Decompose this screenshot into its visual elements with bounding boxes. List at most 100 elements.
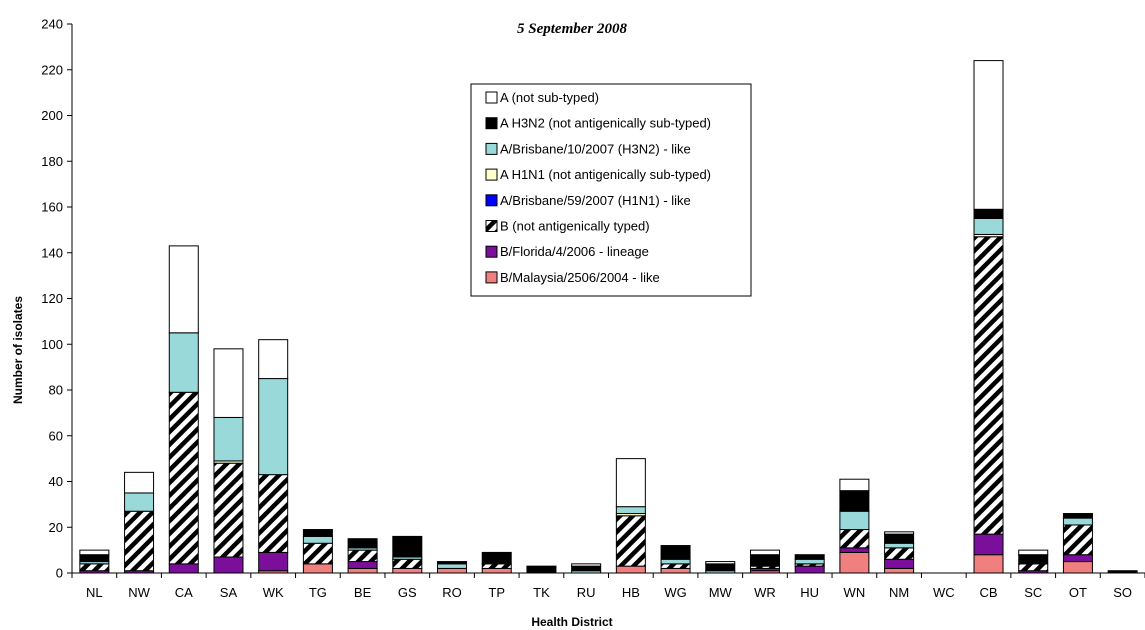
x-tick-label-gs: GS [398, 585, 417, 600]
bar-segment-hb-b-malaysia-2506-2004-like [615, 565, 646, 574]
bar-segment-wn-b-not-antigenically-typed [839, 529, 870, 549]
bar-segment-nm-a-brisbane-10-2007-h3n2-like [884, 542, 915, 549]
bar-segment-wr-a-h3n2-not-antigenically-sub-typed [749, 554, 780, 567]
x-axis-title: Health District [531, 615, 612, 629]
bar-segment-nl-a-h3n2-not-antigenically-sub-typed [79, 554, 110, 563]
legend-label: B/Malaysia/2506/2004 - like [500, 270, 660, 285]
legend-item-a-h1n1-not-antigenically-sub-typed: A H1N1 (not antigenically sub-typed) [485, 167, 711, 182]
bar-segment-nw-a-not-sub-typed [124, 471, 155, 494]
bar-stack-ro [437, 561, 468, 574]
bar-segment-tp-b-malaysia-2506-2004-like [481, 567, 512, 574]
legend-box [470, 83, 752, 297]
x-tick-label-tp: TP [488, 585, 505, 600]
bar-stack-mw [705, 561, 736, 574]
bar-segment-wg-b-malaysia-2506-2004-like [660, 567, 691, 574]
bar-stack-nl [79, 549, 110, 574]
bar-segment-wk-b-florida-4-2006-lineage [258, 551, 289, 572]
bar-segment-mw-a-not-sub-typed [705, 561, 736, 565]
bar-segment-hb-a-not-sub-typed [615, 458, 646, 508]
legend-item-a-not-sub-typed: A (not sub-typed) [485, 90, 599, 105]
bar-segment-gs-b-not-antigenically-typed [392, 558, 423, 569]
bar-stack-tp [481, 551, 512, 574]
bar-stack-be [347, 538, 378, 574]
legend-swatch [485, 91, 498, 104]
legend-label: B/Florida/4/2006 - lineage [500, 244, 649, 259]
bar-segment-nl-b-not-antigenically-typed [79, 563, 110, 572]
chart-subtitle: 5 September 2008 [517, 21, 627, 37]
y-tick-label: 180 [41, 154, 63, 169]
bar-segment-tp-b-not-antigenically-typed [481, 563, 512, 569]
y-tick-label: 140 [41, 245, 63, 260]
x-tick-label-nw: NW [128, 585, 150, 600]
legend-label: A H1N1 (not antigenically sub-typed) [500, 167, 711, 182]
y-tick-label: 0 [56, 566, 63, 581]
bar-segment-cb-b-not-antigenically-typed [973, 236, 1004, 535]
legend-swatch [485, 245, 498, 258]
legend-item-b-florida-4-2006-lineage: B/Florida/4/2006 - lineage [485, 244, 649, 259]
y-tick-label: 100 [41, 337, 63, 352]
bar-segment-ot-a-h3n2-not-antigenically-sub-typed [1062, 513, 1093, 519]
bar-segment-nl-a-not-sub-typed [79, 549, 110, 556]
bar-segment-wg-b-not-antigenically-typed [660, 563, 691, 569]
x-tick-label-wg: WG [664, 585, 686, 600]
bar-stack-wr [749, 549, 780, 574]
bar-segment-nw-a-brisbane-10-2007-h3n2-like [124, 492, 155, 512]
x-tick-label-wr: WR [754, 585, 776, 600]
bar-segment-wk-a-brisbane-10-2007-h3n2-like [258, 378, 289, 476]
bar-segment-tg-b-malaysia-2506-2004-like [302, 563, 333, 574]
legend-label: A (not sub-typed) [500, 90, 599, 105]
x-tick-label-wc: WC [933, 585, 955, 600]
bar-segment-be-b-florida-4-2006-lineage [347, 561, 378, 569]
bar-segment-hu-a-brisbane-10-2007-h3n2-like [794, 558, 825, 565]
bar-segment-ru-a-not-sub-typed [571, 563, 602, 567]
legend-item-a-brisbane-59-2007-h1n1-like: A/Brisbane/59/2007 (H1N1) - like [485, 193, 691, 208]
bar-segment-nw-b-not-antigenically-typed [124, 510, 155, 572]
bar-segment-sa-b-florida-4-2006-lineage [213, 556, 244, 574]
x-tick-label-nl: NL [86, 585, 103, 600]
y-tick-label: 60 [49, 428, 63, 443]
x-tick-label-wn: WN [844, 585, 866, 600]
x-tick-label-be: BE [354, 585, 372, 600]
bar-segment-tg-a-h3n2-not-antigenically-sub-typed [302, 529, 333, 537]
y-tick-label: 220 [41, 62, 63, 77]
x-axis-tick-labels: NL NW CA SA WK TG BE GS RO TP TK RU HB WG MW WR HU WN NM WC… [86, 585, 1132, 600]
bar-stack-gs [392, 535, 423, 574]
legend-item-b-malaysia-2506-2004-like: B/Malaysia/2506/2004 - like [485, 270, 660, 285]
legend-label: A/Brisbane/10/2007 (H3N2) - like [500, 141, 691, 156]
bar-stack-cb [973, 60, 1004, 574]
legend-label: A H3N2 (not antigenically sub-typed) [500, 116, 711, 131]
bar-segment-cb-b-malaysia-2506-2004-like [973, 554, 1004, 574]
bar-segment-wn-b-florida-4-2006-lineage [839, 547, 870, 553]
bar-stack-ca [168, 245, 199, 574]
x-tick-label-ot: OT [1069, 585, 1087, 600]
bar-segment-so-a-h3n2-not-antigenically-sub-typed [1107, 570, 1138, 574]
legend-swatch [485, 194, 498, 207]
bar-segment-wn-a-brisbane-10-2007-h3n2-like [839, 510, 870, 531]
x-tick-label-tg: TG [309, 585, 327, 600]
bar-segment-wn-b-malaysia-2506-2004-like [839, 551, 870, 574]
legend-item-b-not-antigenically-typed: B (not antigenically typed) [485, 219, 650, 234]
bar-stack-wk [258, 339, 289, 574]
bar-segment-nm-b-malaysia-2506-2004-like [884, 567, 915, 574]
x-tick-label-sc: SC [1024, 585, 1042, 600]
y-tick-label: 160 [41, 200, 63, 215]
bar-segment-mw-a-h3n2-not-antigenically-sub-typed [705, 563, 736, 572]
legend-swatch [485, 271, 498, 284]
bar-segment-sa-b-not-antigenically-typed [213, 462, 244, 558]
x-tick-label-so: SO [1113, 585, 1132, 600]
bar-stack-wn [839, 478, 870, 574]
y-axis-title: Number of isolates [11, 296, 25, 404]
bar-segment-wg-a-brisbane-10-2007-h3n2-like [660, 558, 691, 565]
bar-segment-ot-b-florida-4-2006-lineage [1062, 554, 1093, 563]
bar-segment-wg-a-h3n2-not-antigenically-sub-typed [660, 545, 691, 560]
bar-segment-wk-a-not-sub-typed [258, 339, 289, 380]
bar-segment-wn-a-not-sub-typed [839, 478, 870, 492]
bar-segment-ro-a-h3n2-not-antigenically-sub-typed [437, 561, 468, 565]
bar-segment-tk-a-h3n2-not-antigenically-sub-typed [526, 565, 557, 574]
x-tick-label-mw: MW [709, 585, 733, 600]
bar-stack-sc [1018, 549, 1049, 574]
x-tick-label-ru: RU [577, 585, 596, 600]
bar-segment-wk-b-not-antigenically-typed [258, 474, 289, 553]
bar-segment-ca-a-brisbane-10-2007-h3n2-like [168, 332, 199, 393]
